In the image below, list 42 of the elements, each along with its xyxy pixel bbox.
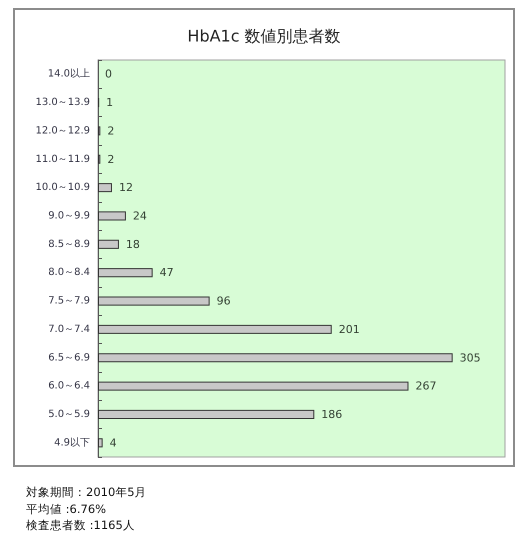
bar: [98, 324, 332, 334]
bar: [98, 211, 126, 220]
chart-title: HbA1c 数値別患者数: [187, 26, 341, 46]
bar: [98, 438, 103, 448]
y-tick-label: 8.0～8.4: [48, 267, 90, 278]
y-tick-label: 11.0～11.9: [35, 154, 90, 165]
y-tick-label: 10.0～10.9: [35, 182, 90, 194]
data-label: 96: [216, 294, 231, 308]
bar: [98, 382, 408, 391]
bar: [98, 268, 153, 278]
data-label: 0: [105, 68, 112, 81]
y-tick-label: 4.9以下: [54, 436, 90, 448]
data-label: 47: [160, 266, 174, 280]
data-label: 1: [106, 96, 114, 110]
y-tick-label: 6.0～6.4: [48, 380, 90, 392]
y-tick-label: 13.0～13.9: [35, 97, 90, 108]
data-label: 4: [110, 436, 117, 450]
y-tick-label: 12.0～12.9: [35, 125, 90, 136]
y-tick-label: 8.5～8.9: [48, 238, 90, 250]
text: 平均値 :6.76%: [26, 500, 108, 517]
y-tick-label: 9.0～9.9: [48, 210, 90, 222]
y-tick-label: 5.0～5.9: [48, 408, 90, 420]
y-tick-label: 14.0以上: [48, 68, 90, 80]
data-label: 18: [126, 238, 140, 251]
text: 対象期間：2010年5月: [26, 484, 147, 500]
bar: [98, 410, 314, 419]
data-label: 12: [118, 181, 133, 194]
data-label: 24: [132, 209, 147, 222]
data-label: 201: [338, 322, 360, 336]
bar: [98, 296, 210, 306]
y-tick-label: 6.5～6.9: [48, 352, 90, 364]
data-label: 2: [107, 152, 114, 166]
bar: [98, 240, 119, 249]
y-tick-label: 7.5～7.9: [48, 296, 90, 307]
data-label: 267: [415, 380, 436, 393]
bar: [98, 183, 112, 192]
y-tick-label: 7.0～7.4: [48, 324, 90, 335]
data-label: 186: [321, 408, 342, 421]
text: 検査患者数 :1165人: [26, 517, 136, 534]
data-label: 305: [460, 351, 481, 364]
bar: [98, 353, 453, 362]
data-label: 2: [107, 124, 114, 138]
